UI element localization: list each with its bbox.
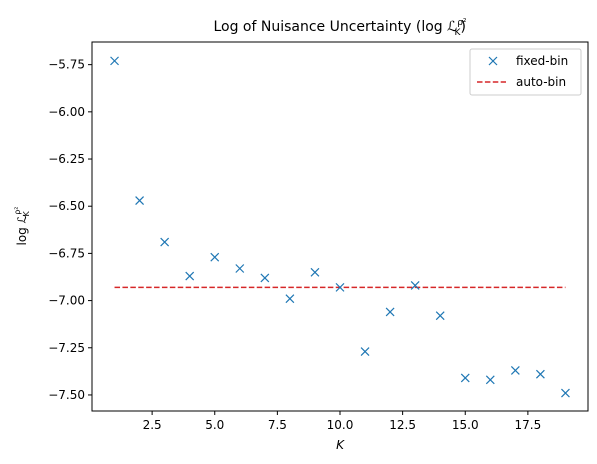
fixed-bin-point: [110, 56, 119, 66]
x-tick-label: 2.5: [143, 418, 162, 432]
fixed-bin-point: [385, 307, 395, 317]
fixed-bin-point: [410, 281, 420, 290]
chart-title-close: ): [460, 19, 465, 35]
fixed-bin-point: [310, 267, 320, 277]
x-tick-label: 15.0: [452, 418, 479, 432]
chart-title-sup: ρ²: [457, 18, 467, 28]
y-axis-label: log ℒρ²K: [13, 206, 31, 245]
fixed-bin-point: [135, 196, 145, 205]
y-axis-label-sup: ρ²: [13, 206, 22, 214]
x-tick-label: 10.0: [327, 418, 354, 432]
fixed-bin-point: [561, 388, 570, 398]
y-axis-label-sub: K: [22, 210, 31, 216]
x-tick-label: 12.5: [389, 418, 416, 432]
y-tick-label: −6.50: [48, 199, 85, 213]
chart-title-sub: K: [455, 28, 462, 38]
legend-label-auto-bin: auto-bin: [516, 75, 566, 89]
x-tick-label: 5.0: [205, 418, 224, 432]
y-tick-label: −7.25: [48, 341, 85, 355]
fixed-bin-point: [235, 264, 245, 273]
fixed-bin-point: [185, 271, 195, 281]
y-axis-label-main: log ℒ: [15, 215, 29, 246]
y-tick-label: −6.25: [48, 152, 85, 166]
fixed-bin-point: [260, 273, 270, 283]
fixed-bin-point: [285, 294, 295, 304]
legend-label-fixed-bin: fixed-bin: [516, 54, 568, 68]
x-axis-label: K: [336, 438, 345, 452]
chart-title-main: Log of Nuisance Uncertainty (log ℒ: [213, 19, 457, 35]
fixed-bin-point: [160, 237, 170, 247]
y-tick-label: −6.75: [48, 246, 85, 260]
y-tick-label: −5.75: [48, 58, 85, 72]
x-tick-label: 7.5: [268, 418, 287, 432]
fixed-bin-point: [510, 365, 520, 375]
fixed-bin-point: [485, 375, 495, 385]
x-tick-label: 17.5: [515, 418, 542, 432]
fixed-bin-point: [435, 311, 445, 321]
y-tick-label: −7.00: [48, 294, 85, 308]
y-tick-label: −7.50: [48, 388, 85, 402]
fixed-bin-point: [335, 282, 345, 292]
fixed-bin-point: [535, 369, 545, 379]
y-tick-label: −6.00: [48, 105, 85, 119]
legend: fixed-bin auto-bin: [469, 48, 582, 96]
plot-area: [110, 56, 570, 398]
fixed-bin-point: [460, 373, 470, 383]
legend-marker-fixed-bin: [488, 56, 498, 66]
fixed-bin-point: [360, 347, 370, 356]
plot-frame: [91, 41, 589, 412]
chart-title: Log of Nuisance Uncertainty (log ℒρ² K): [213, 18, 466, 38]
legend-box: [469, 48, 582, 96]
fixed-bin-point: [210, 252, 220, 262]
axes-ticks: 2.5 5.0 7.5 10.0 12.5 15.0 17.5 −5.75 −6.00 −6.25…: [48, 58, 541, 432]
